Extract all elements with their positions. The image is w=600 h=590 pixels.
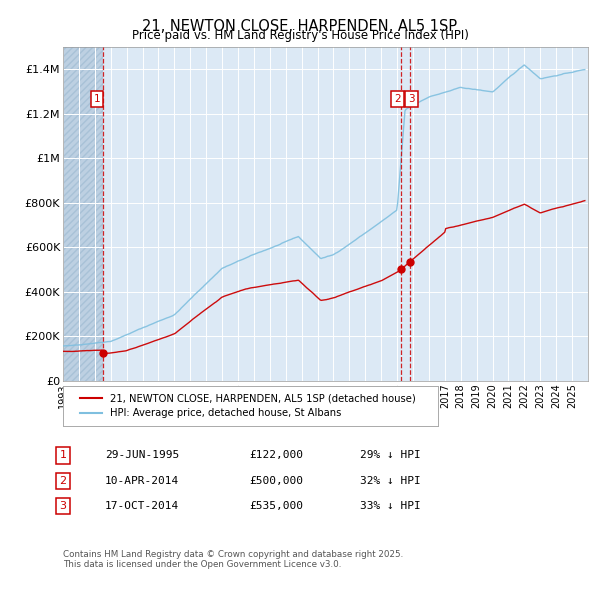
Text: 3: 3 [408,94,415,104]
Text: 2: 2 [394,94,401,104]
Text: £122,000: £122,000 [249,451,303,460]
Legend: 21, NEWTON CLOSE, HARPENDEN, AL5 1SP (detached house), HPI: Average price, detac: 21, NEWTON CLOSE, HARPENDEN, AL5 1SP (de… [76,389,419,422]
Text: 33% ↓ HPI: 33% ↓ HPI [360,502,421,511]
Text: 32% ↓ HPI: 32% ↓ HPI [360,476,421,486]
Text: 29% ↓ HPI: 29% ↓ HPI [360,451,421,460]
Bar [63,47,103,381]
Text: 17-OCT-2014: 17-OCT-2014 [105,502,179,511]
Text: £535,000: £535,000 [249,502,303,511]
Text: 3: 3 [59,502,67,511]
Text: Price paid vs. HM Land Registry's House Price Index (HPI): Price paid vs. HM Land Registry's House … [131,30,469,42]
Text: 1: 1 [94,94,100,104]
Text: 21, NEWTON CLOSE, HARPENDEN, AL5 1SP: 21, NEWTON CLOSE, HARPENDEN, AL5 1SP [142,19,458,34]
Text: 2: 2 [59,476,67,486]
Bar [63,47,103,381]
Text: £500,000: £500,000 [249,476,303,486]
Text: 1: 1 [59,451,67,460]
Text: 10-APR-2014: 10-APR-2014 [105,476,179,486]
Text: 29-JUN-1995: 29-JUN-1995 [105,451,179,460]
Text: Contains HM Land Registry data © Crown copyright and database right 2025.
This d: Contains HM Land Registry data © Crown c… [63,550,403,569]
